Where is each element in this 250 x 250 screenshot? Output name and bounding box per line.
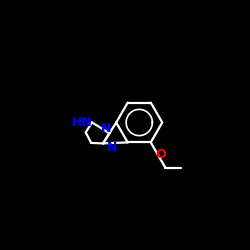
Text: N: N	[101, 122, 111, 136]
Text: N: N	[106, 141, 117, 154]
Text: HN: HN	[72, 116, 93, 129]
Text: O: O	[156, 148, 166, 160]
